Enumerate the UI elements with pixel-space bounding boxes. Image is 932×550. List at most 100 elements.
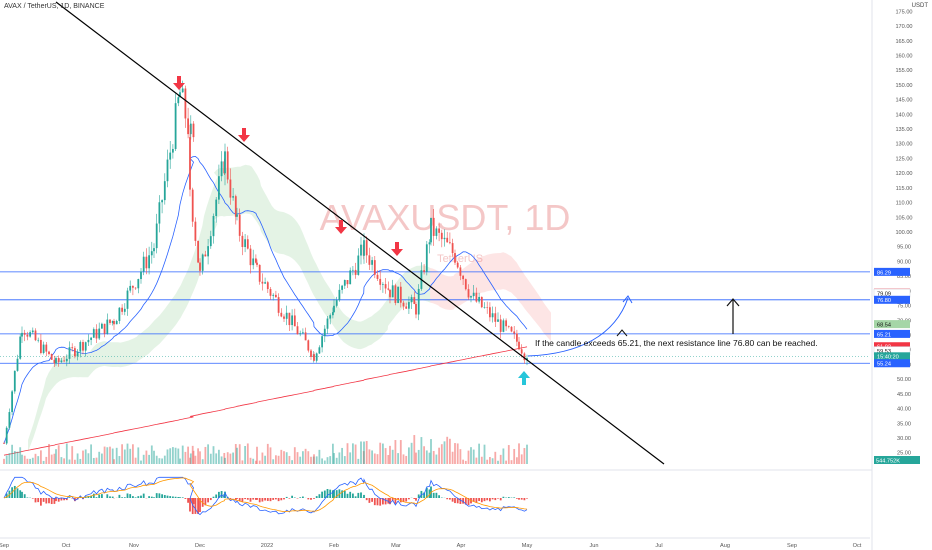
macd-histogram-bar xyxy=(166,495,169,498)
candle-body xyxy=(207,246,209,257)
volume-bar xyxy=(354,444,357,464)
candle-body xyxy=(288,312,291,326)
macd-histogram-bar xyxy=(158,493,161,498)
volume-bar xyxy=(338,452,341,464)
macd-histogram-bar xyxy=(391,498,394,501)
volume-bar xyxy=(335,457,338,464)
volume-badge xyxy=(874,456,920,464)
candle-body xyxy=(194,221,197,241)
macd-histogram-bar xyxy=(435,492,438,498)
candle-body xyxy=(71,347,74,349)
macd-histogram-bar xyxy=(486,498,489,501)
volume-bar xyxy=(109,446,111,464)
volume-bar xyxy=(148,454,150,464)
candle-body xyxy=(489,307,491,318)
volume-bar xyxy=(111,448,114,464)
moving-average-50 xyxy=(3,155,528,444)
volume-bar xyxy=(302,451,304,464)
volume-bar xyxy=(218,449,220,464)
macd-histogram-bar xyxy=(191,498,194,515)
volume-bar xyxy=(526,444,528,464)
macd-histogram-bar xyxy=(310,498,312,500)
macd-histogram-bar xyxy=(285,496,288,498)
volume-bar xyxy=(518,443,520,464)
macd-histogram-bar xyxy=(382,498,384,505)
macd-histogram-bar xyxy=(163,495,166,498)
macd-histogram-bar xyxy=(456,498,459,504)
macd-histogram-bar xyxy=(264,498,266,501)
macd-histogram-bar xyxy=(109,496,111,498)
macd-histogram-bar xyxy=(326,489,329,498)
candle-body xyxy=(499,319,502,332)
candle-body xyxy=(332,312,334,316)
volume-bar xyxy=(415,452,417,464)
macd-histogram-bar xyxy=(207,498,209,503)
price-badge-label: 55.24 xyxy=(877,362,891,368)
macd-histogram-bar xyxy=(405,498,408,502)
volume-bar xyxy=(420,437,423,464)
macd-histogram-bar xyxy=(241,498,244,502)
volume-bar xyxy=(413,435,416,464)
candle-body xyxy=(53,359,56,364)
volume-bar xyxy=(451,451,454,464)
macd-histogram-bar xyxy=(50,498,53,505)
macd-histogram-bar xyxy=(449,498,451,500)
macd-histogram-bar xyxy=(349,491,352,498)
candle-body xyxy=(497,319,499,322)
macd-histogram-bar xyxy=(365,498,368,501)
volume-bar xyxy=(37,456,40,464)
macd-histogram-bar xyxy=(475,498,478,503)
macd-histogram-bar xyxy=(357,492,360,498)
time-axis-label: Sep xyxy=(0,543,9,549)
volume-bar xyxy=(103,446,106,464)
candle-body xyxy=(68,347,71,359)
macd-histogram-bar xyxy=(413,498,416,499)
price-tick-label: 100.00 xyxy=(895,230,912,236)
volume-bar xyxy=(13,451,16,464)
macd-histogram-bar xyxy=(288,498,291,499)
volume-bar xyxy=(333,453,335,464)
volume-bar xyxy=(31,457,34,464)
price-badge-label: 86.29 xyxy=(877,270,891,276)
volume-bar xyxy=(241,460,244,464)
candle-body xyxy=(45,344,48,352)
volume-bar xyxy=(475,457,478,464)
volume-bar xyxy=(373,453,376,464)
macd-histogram-bar xyxy=(368,498,371,503)
candle-body xyxy=(523,353,526,361)
volume-bar xyxy=(42,460,45,464)
candle-body xyxy=(507,326,510,327)
candle-body xyxy=(472,292,475,297)
volume-bar xyxy=(269,447,272,464)
candle-body xyxy=(140,271,142,280)
volume-bar xyxy=(129,448,132,464)
volume-bar xyxy=(304,448,307,464)
volume-bar xyxy=(464,460,467,464)
volume-bar xyxy=(523,448,526,464)
candle-body xyxy=(42,344,45,353)
price-tick-label: 50.00 xyxy=(897,377,911,383)
time-axis-label: Mar xyxy=(391,543,401,549)
candle-body xyxy=(315,353,318,361)
price-tick-label: 175.00 xyxy=(895,9,912,15)
candle-body xyxy=(283,316,285,319)
macd-histogram-bar xyxy=(34,498,37,503)
volume-bar xyxy=(510,460,513,464)
macd-histogram-bar xyxy=(161,494,163,498)
candle-body xyxy=(29,332,31,337)
candle-body xyxy=(218,176,220,200)
candle-body xyxy=(451,243,454,254)
volume-bar xyxy=(246,443,249,464)
volume-bar xyxy=(425,450,428,464)
volume-bar xyxy=(502,448,505,464)
volume-bar xyxy=(118,456,121,464)
macd-histogram-bar xyxy=(376,498,379,506)
candle-body xyxy=(11,391,13,413)
macd-histogram-bar xyxy=(363,494,365,498)
candle-body xyxy=(209,236,212,247)
volume-bar xyxy=(454,443,456,464)
macd-histogram-bar xyxy=(74,498,76,502)
candle-body xyxy=(255,258,257,263)
candle-body xyxy=(408,302,410,309)
